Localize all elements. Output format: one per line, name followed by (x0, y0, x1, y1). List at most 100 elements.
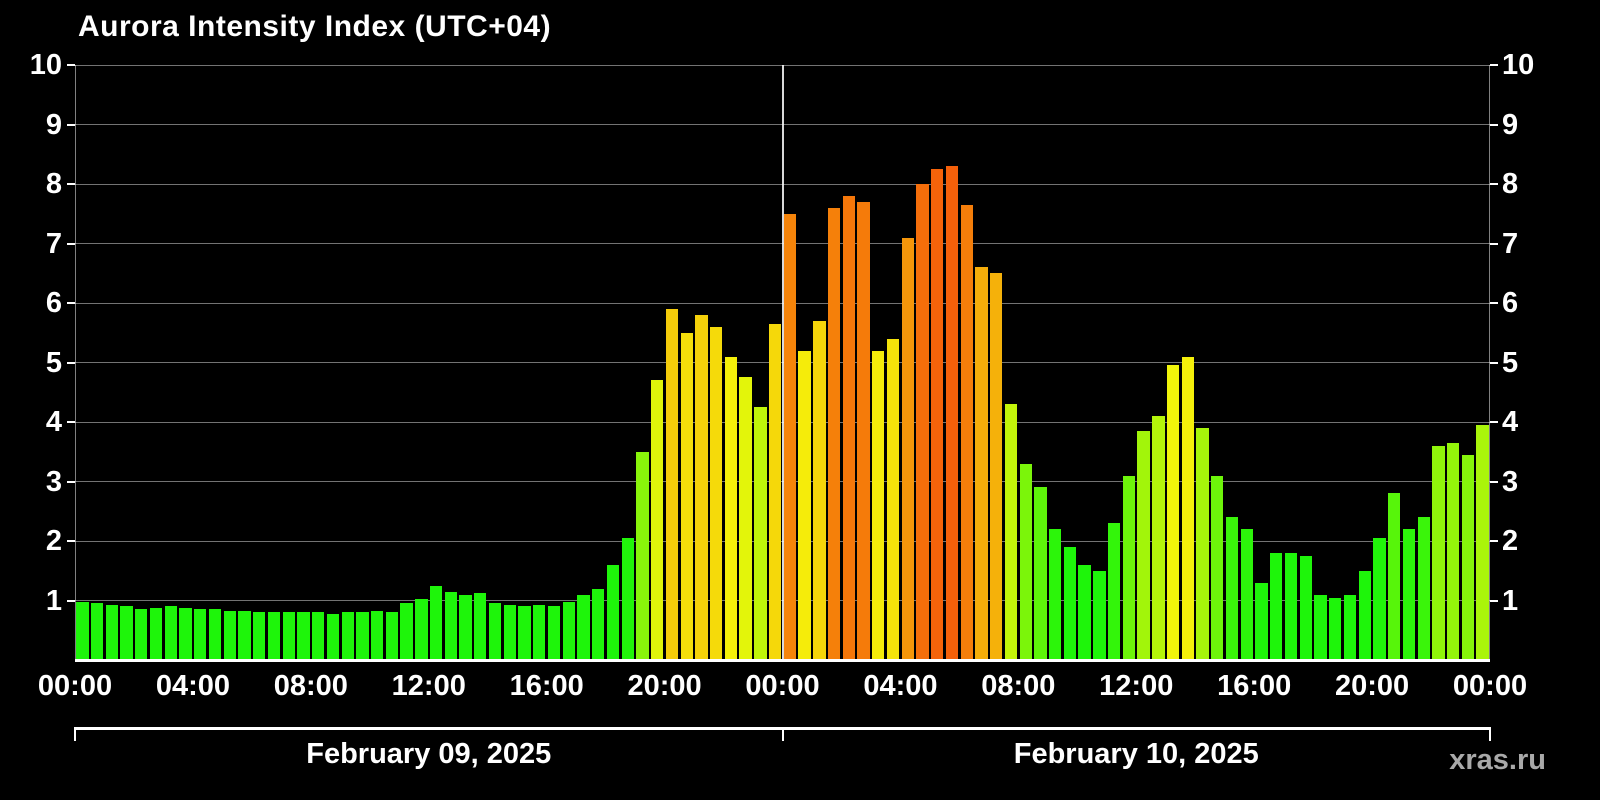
bar (1388, 493, 1401, 660)
bar (886, 338, 900, 660)
y-tick-left (67, 540, 75, 542)
y-axis-label-left-5: 5 (45, 346, 62, 379)
y-axis-label-left-3: 3 (45, 465, 62, 498)
bar (857, 201, 870, 660)
y-axis-label-left-8: 8 (45, 168, 62, 200)
y-axis-label-left-1: 1 (45, 584, 62, 617)
y-axis-label-left-10: 10 (29, 49, 62, 81)
chart-title: Aurora Intensity Index (UTC+04) (78, 10, 552, 43)
bar (1446, 442, 1460, 660)
y-tick-right (1490, 421, 1498, 423)
y-tick-left (67, 480, 75, 483)
bar (739, 377, 752, 660)
bar (1225, 517, 1239, 660)
y-axis-line-left (75, 65, 76, 660)
bar (562, 602, 575, 660)
bar (90, 603, 104, 660)
bar (1063, 546, 1077, 660)
bar (783, 213, 797, 660)
bar (754, 407, 767, 660)
watermark-link[interactable]: xras.ru (1449, 744, 1546, 776)
y-axis-label-right-9: 9 (1502, 108, 1519, 141)
y-tick-right (1490, 123, 1498, 126)
y-tick-left (67, 183, 75, 185)
y-tick-left (67, 302, 75, 304)
bar (710, 326, 723, 660)
y-tick-right (1490, 599, 1498, 602)
x-axis-label: 08:00 (981, 670, 1056, 702)
bar (253, 612, 266, 660)
bar (798, 350, 811, 660)
bar (1314, 594, 1327, 660)
y-axis-label-right-1: 1 (1502, 584, 1519, 617)
bar (1270, 552, 1283, 660)
y-axis-label-right-2: 2 (1502, 525, 1519, 557)
x-axis-label: 00:00 (37, 670, 113, 702)
bar (1476, 424, 1489, 660)
bar (370, 611, 384, 660)
bar (1137, 430, 1150, 660)
x-axis-label: 20:00 (627, 670, 702, 702)
bar (179, 608, 192, 660)
y-axis-label-right-8: 8 (1502, 168, 1519, 200)
bar (695, 314, 708, 660)
y-axis-label-left-4: 4 (45, 406, 62, 438)
y-axis-label-left-7: 7 (45, 227, 62, 260)
bar (194, 608, 207, 660)
bar (282, 612, 295, 660)
x-axis-label: 04:00 (863, 670, 938, 702)
bar (503, 605, 516, 660)
bar (341, 612, 354, 660)
bar (901, 237, 914, 660)
bar (429, 585, 443, 660)
x-axis-label: 20:00 (1334, 670, 1410, 702)
y-axis-label-left-2: 2 (45, 525, 62, 557)
bar (164, 606, 177, 660)
y-tick-right (1490, 480, 1498, 483)
bar (533, 605, 546, 660)
y-axis-label-right-4: 4 (1502, 406, 1519, 438)
x-axis-label: 16:00 (509, 670, 584, 702)
y-tick-right (1490, 302, 1498, 304)
bar (385, 612, 399, 660)
y-tick-left (67, 599, 75, 602)
date-axis-tick (1489, 727, 1491, 741)
bar (135, 609, 148, 660)
x-axis-label: 04:00 (155, 670, 230, 702)
bar (842, 195, 855, 660)
bar (592, 588, 605, 660)
bar (1329, 597, 1342, 660)
bar (680, 332, 693, 660)
bar (326, 613, 340, 660)
bar (931, 169, 944, 660)
bar (960, 204, 973, 660)
bar (297, 612, 310, 660)
bar (238, 611, 251, 660)
bar (975, 267, 988, 660)
bar (1181, 356, 1194, 660)
y-tick-right (1490, 540, 1498, 542)
y-axis-line-right (1489, 65, 1490, 660)
bar (1034, 487, 1047, 660)
bar (827, 207, 841, 660)
bar (149, 607, 163, 660)
y-axis-label-right-10: 10 (1502, 49, 1535, 81)
bar (1166, 365, 1180, 660)
bar (105, 605, 118, 660)
bar (459, 594, 472, 660)
bar (1078, 564, 1091, 660)
bar (1122, 475, 1136, 660)
x-axis-label: 08:00 (273, 670, 348, 702)
bar (651, 380, 664, 660)
bar (1211, 475, 1224, 660)
date-axis-tick (781, 727, 784, 741)
x-axis-line (75, 659, 1490, 662)
bar (1240, 529, 1253, 660)
bar (813, 320, 826, 660)
bar (356, 612, 369, 660)
bar (1255, 582, 1268, 660)
x-axis-label: 00:00 (1452, 670, 1528, 702)
bar (120, 606, 133, 660)
bar (621, 538, 634, 660)
bar (636, 451, 649, 660)
